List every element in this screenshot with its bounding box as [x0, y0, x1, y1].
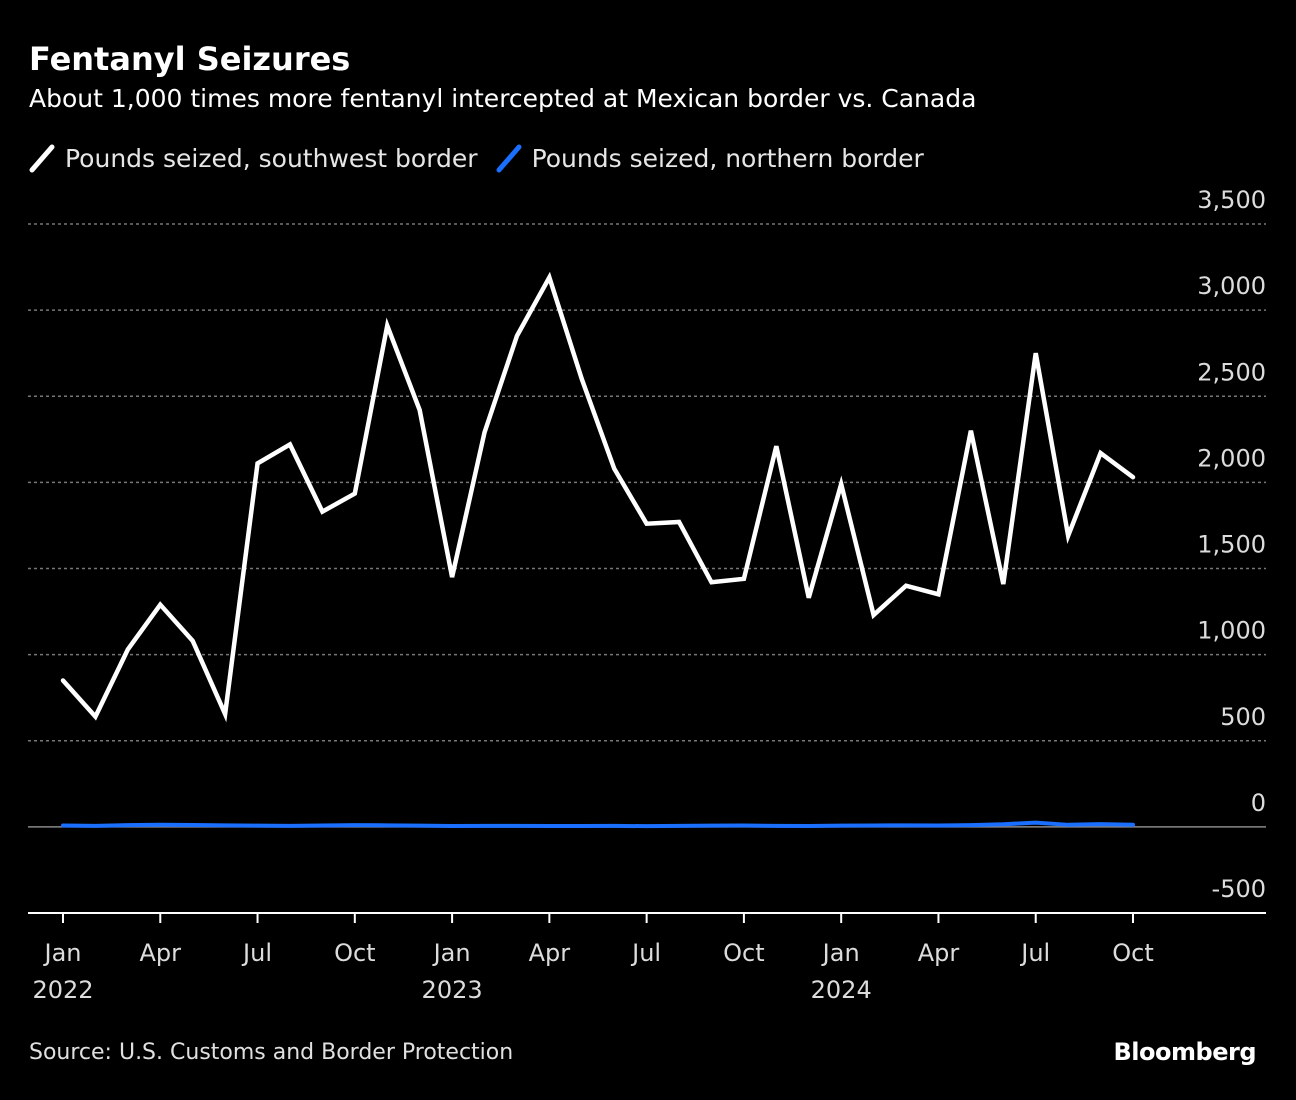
- legend-label-northern: Pounds seized, northern border: [531, 143, 924, 173]
- y-tick-label: 3,500: [1197, 186, 1266, 214]
- y-tick-label: 0: [1251, 789, 1266, 817]
- x-tick-label: Jan: [821, 939, 860, 967]
- x-tick-label: Jul: [241, 939, 272, 967]
- chart-subtitle: About 1,000 times more fentanyl intercep…: [29, 84, 977, 113]
- y-tick-label: 2,500: [1197, 358, 1266, 386]
- legend-item-southwest: Pounds seized, southwest border: [29, 143, 478, 173]
- legend-item-northern: Pounds seized, northern border: [496, 143, 924, 173]
- x-tick-year-label: 2023: [422, 976, 483, 1004]
- legend: Pounds seized, southwest border Pounds s…: [29, 140, 942, 176]
- chart-title: Fentanyl Seizures: [29, 40, 351, 78]
- x-tick-label: Apr: [140, 939, 182, 967]
- legend-swatch-southwest: [29, 144, 55, 173]
- y-tick-label: 500: [1220, 703, 1266, 731]
- y-tick-label: 2,000: [1197, 444, 1266, 472]
- x-tick-label: Oct: [723, 939, 765, 967]
- legend-swatch-northern: [496, 144, 522, 173]
- series-line-southwest-border: [60, 271, 1136, 723]
- bloomberg-logo: Bloomberg: [1113, 1038, 1257, 1066]
- x-tick-label: Jan: [43, 939, 82, 967]
- x-tick-label: Jan: [432, 939, 471, 967]
- x-tick-year-label: 2022: [32, 976, 93, 1004]
- y-tick-label: 3,000: [1197, 272, 1266, 300]
- legend-label-southwest: Pounds seized, southwest border: [65, 143, 478, 173]
- x-tick-label: Jul: [1019, 939, 1050, 967]
- x-tick-label: Apr: [918, 939, 960, 967]
- y-tick-label: -500: [1212, 875, 1266, 903]
- y-tick-label: 1,000: [1197, 617, 1266, 645]
- x-tick-label: Apr: [529, 939, 571, 967]
- x-tick-label: Jul: [630, 939, 661, 967]
- x-tick-year-label: 2024: [811, 976, 872, 1004]
- series-line-northern-border: [61, 820, 1135, 829]
- y-tick-label: 1,500: [1197, 531, 1266, 559]
- x-tick-label: Oct: [1112, 939, 1154, 967]
- x-tick-label: Oct: [334, 939, 376, 967]
- source-note: Source: U.S. Customs and Border Protecti…: [29, 1040, 514, 1065]
